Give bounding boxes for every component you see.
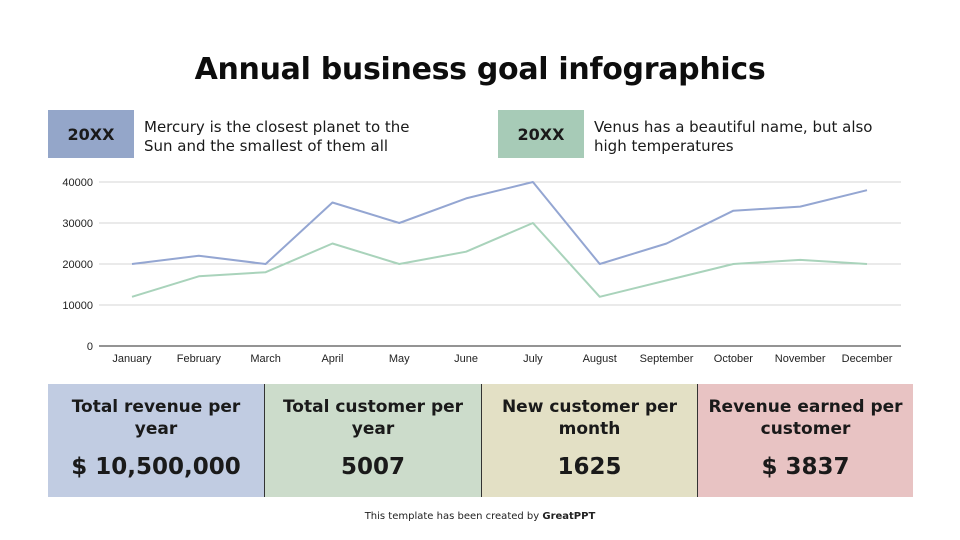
legend-description-series-1: Mercury is the closest planet to the Sun… — [144, 118, 410, 156]
legend-description-line: Sun and the smallest of them all — [144, 137, 389, 155]
stat-card-total-customers: Total customer per year 5007 — [264, 384, 481, 497]
x-tick-label: September — [640, 353, 694, 365]
footer-credit: This template has been created by GreatP… — [0, 511, 960, 522]
stat-value: 1625 — [557, 454, 622, 480]
x-tick-label: June — [454, 353, 478, 365]
series-line-1 — [131, 181, 868, 265]
x-tick-label: December — [842, 353, 893, 365]
y-tick-label: 30000 — [62, 218, 93, 230]
x-tick-label: January — [112, 353, 152, 365]
chart-series — [131, 181, 868, 298]
legend-description-line: Mercury is the closest planet to the — [144, 118, 410, 136]
stat-label: New customer per month — [501, 397, 678, 439]
legend-label-series-1: 20XX — [67, 124, 115, 144]
stat-value: 5007 — [340, 454, 405, 480]
line-chart: 0 10000 20000 30000 40000 January February Mar… — [62, 177, 901, 365]
stat-value: $ 10,500,000 — [71, 454, 241, 480]
legend-description-series-2: Venus has a beautiful name, but also hig… — [594, 118, 873, 156]
series-line-2 — [131, 222, 868, 298]
stat-value: $ 3837 — [761, 454, 850, 480]
legend-label-series-2: 20XX — [517, 124, 565, 144]
y-axis-ticks: 0 10000 20000 30000 40000 — [62, 177, 93, 353]
legend-description-line: high temperatures — [594, 137, 734, 155]
stat-card-new-customers: New customer per month 1625 — [481, 384, 697, 497]
x-tick-label: March — [250, 353, 281, 365]
x-tick-label: February — [177, 353, 222, 365]
y-tick-label: 10000 — [62, 300, 93, 312]
legend-swatch-series-1: 20XX — [48, 110, 134, 158]
x-tick-label: November — [775, 353, 826, 365]
x-tick-label: October — [714, 353, 753, 365]
y-tick-label: 20000 — [62, 259, 93, 271]
footer-text: This template has been created by — [364, 511, 543, 522]
stat-label: Revenue earned per customer — [708, 397, 903, 439]
stat-label: Total customer per year — [282, 397, 464, 439]
x-tick-label: August — [583, 353, 617, 365]
stat-card-total-revenue: Total revenue per year $ 10,500,000 — [48, 384, 264, 497]
x-axis-labels: January February March April May June July Augu… — [112, 353, 892, 365]
stat-card-revenue-per-customer: Revenue earned per customer $ 3837 — [697, 384, 913, 497]
y-tick-label: 40000 — [62, 177, 93, 189]
x-tick-label: July — [523, 353, 543, 365]
footer-brand: GreatPPT — [542, 511, 596, 522]
legend-description-line: Venus has a beautiful name, but also — [594, 118, 873, 136]
x-tick-label: May — [389, 353, 410, 365]
chart-gridlines — [99, 181, 901, 306]
stat-label: Total revenue per year — [71, 397, 241, 439]
y-tick-label: 0 — [87, 341, 93, 353]
page-title: Annual business goal infographics — [194, 52, 766, 87]
legend-swatch-series-2: 20XX — [498, 110, 584, 158]
x-tick-label: April — [321, 353, 343, 365]
